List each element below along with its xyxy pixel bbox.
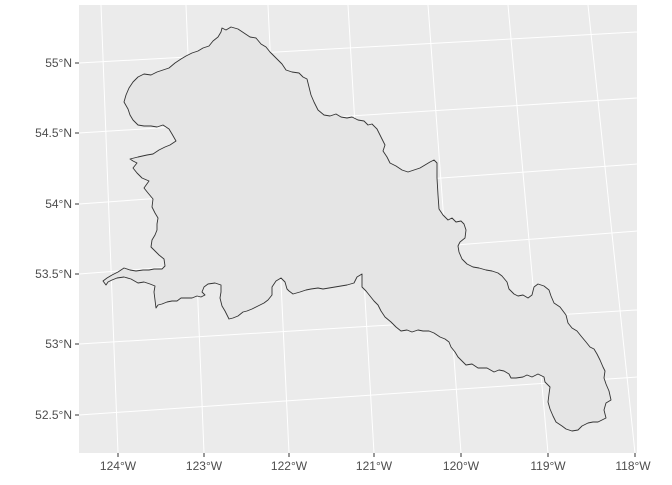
y-label-55n: 55°N xyxy=(45,56,72,70)
x-label-119w: 119°W xyxy=(530,459,566,473)
parallel-55n xyxy=(78,31,638,64)
y-label-53n: 53°N xyxy=(45,337,72,351)
x-axis: 124°W 123°W 122°W 121°W 120°W 119°W 118°… xyxy=(100,453,651,473)
x-label-118w: 118°W xyxy=(615,459,651,473)
parallel-525n xyxy=(78,376,638,416)
y-axis: 55°N 54.5°N 54°N 53.5°N 53°N 52.5°N xyxy=(35,56,79,422)
y-label-54n: 54°N xyxy=(45,197,72,211)
x-label-120w: 120°W xyxy=(443,459,480,473)
region-boundary xyxy=(102,26,612,432)
x-label-121w: 121°W xyxy=(356,459,393,473)
meridian-118w xyxy=(587,4,636,454)
x-label-123w: 123°W xyxy=(186,459,223,473)
y-label-545n: 54.5°N xyxy=(35,126,72,140)
x-label-122w: 122°W xyxy=(271,459,308,473)
meridian-124w xyxy=(100,4,119,454)
x-label-124w: 124°W xyxy=(100,459,137,473)
y-label-535n: 53.5°N xyxy=(35,267,72,281)
y-label-525n: 52.5°N xyxy=(35,408,72,422)
meridian-119w xyxy=(507,4,549,454)
